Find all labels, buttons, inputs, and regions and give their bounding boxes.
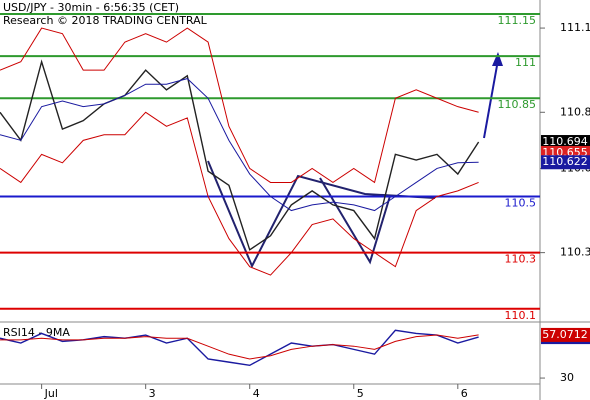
series-line xyxy=(0,59,480,251)
x-tick-label: 4 xyxy=(253,387,260,400)
price-label: 57.0712 xyxy=(542,328,588,341)
level-label: 111.15 xyxy=(498,14,537,27)
header-subtitle: Research © 2018 TRADING CENTRAL xyxy=(3,14,208,27)
price-label: 110.694 xyxy=(542,135,588,148)
rsi-title: RSI14 - 9MA xyxy=(3,326,70,339)
price-label: 110.622 xyxy=(542,155,588,168)
level-label: 110.3 xyxy=(505,253,537,266)
x-tick-label: 3 xyxy=(149,387,156,400)
series-line xyxy=(0,78,479,212)
level-label: 110.85 xyxy=(498,98,537,111)
x-tick-label: 5 xyxy=(357,387,364,400)
series-line xyxy=(0,334,479,360)
series-line xyxy=(0,111,479,276)
price-label-box xyxy=(541,327,590,342)
y-tick-label: 110.3 xyxy=(560,246,590,259)
price-label-box xyxy=(541,135,590,150)
y-tick-label: 110.8 xyxy=(560,105,590,118)
header-title: USD/JPY - 30min - 6:56:35 (CET) xyxy=(3,1,179,14)
pattern-line xyxy=(207,160,436,269)
price-label-box xyxy=(541,155,590,170)
level-label: 110.1 xyxy=(505,309,537,322)
x-tick-label: Jul xyxy=(44,387,58,400)
y-tick-label: 30 xyxy=(560,371,574,384)
level-label: 111 xyxy=(515,56,536,69)
y-tick-label: 111.1 xyxy=(560,21,590,34)
arrow-head xyxy=(492,52,503,66)
series-line xyxy=(0,27,479,184)
level-label: 110.5 xyxy=(505,196,537,209)
x-tick-label: 6 xyxy=(461,387,468,400)
